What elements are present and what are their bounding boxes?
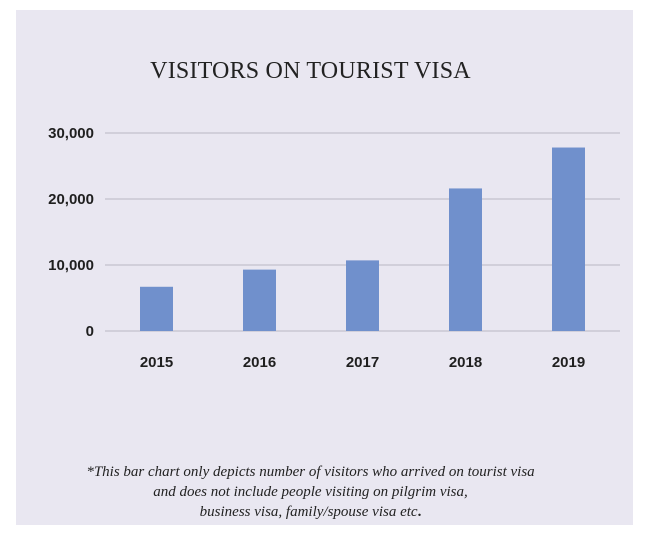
footnote-line-3-text: business visa, family/spouse visa etc	[199, 504, 418, 520]
bar-2017	[346, 260, 379, 331]
y-tick-label: 0	[86, 323, 94, 340]
y-tick-label: 20,000	[48, 191, 94, 208]
chart-panel: VISITORS ON TOURIST VISA 0 10,000 20,000 30…	[16, 10, 633, 525]
footnote-line-3-end: .	[417, 504, 422, 520]
x-tick-label: 2018	[449, 354, 482, 371]
bar-2015	[140, 286, 173, 331]
footnote-line-2: and does not include people visiting on …	[153, 484, 468, 500]
y-tick-label: 30,000	[48, 125, 94, 142]
y-axis-tick-labels: 0 10,000 20,000 30,000	[48, 125, 94, 340]
y-tick-label: 10,000	[48, 257, 94, 274]
chart-title: VISITORS ON TOURIST VISA	[150, 58, 471, 84]
x-tick-label: 2016	[243, 354, 276, 371]
x-tick-label: 2019	[552, 354, 585, 371]
bar-2018	[449, 188, 482, 331]
footnote-line-1: *This bar chart only depicts number of v…	[86, 464, 535, 480]
bar-2019	[552, 147, 585, 331]
footnote-line-3: business visa, family/spouse visa etc.	[2, 504, 619, 521]
x-tick-label: 2017	[346, 354, 379, 371]
x-axis-tick-labels: 2015 2016 2017 2018 2019	[140, 354, 585, 371]
x-tick-label: 2015	[140, 354, 173, 371]
bar-2016	[243, 269, 276, 331]
bars	[140, 147, 585, 331]
bar-chart: 0 10,000 20,000 30,000 2015 2016 2017 2018 2019	[48, 125, 620, 371]
